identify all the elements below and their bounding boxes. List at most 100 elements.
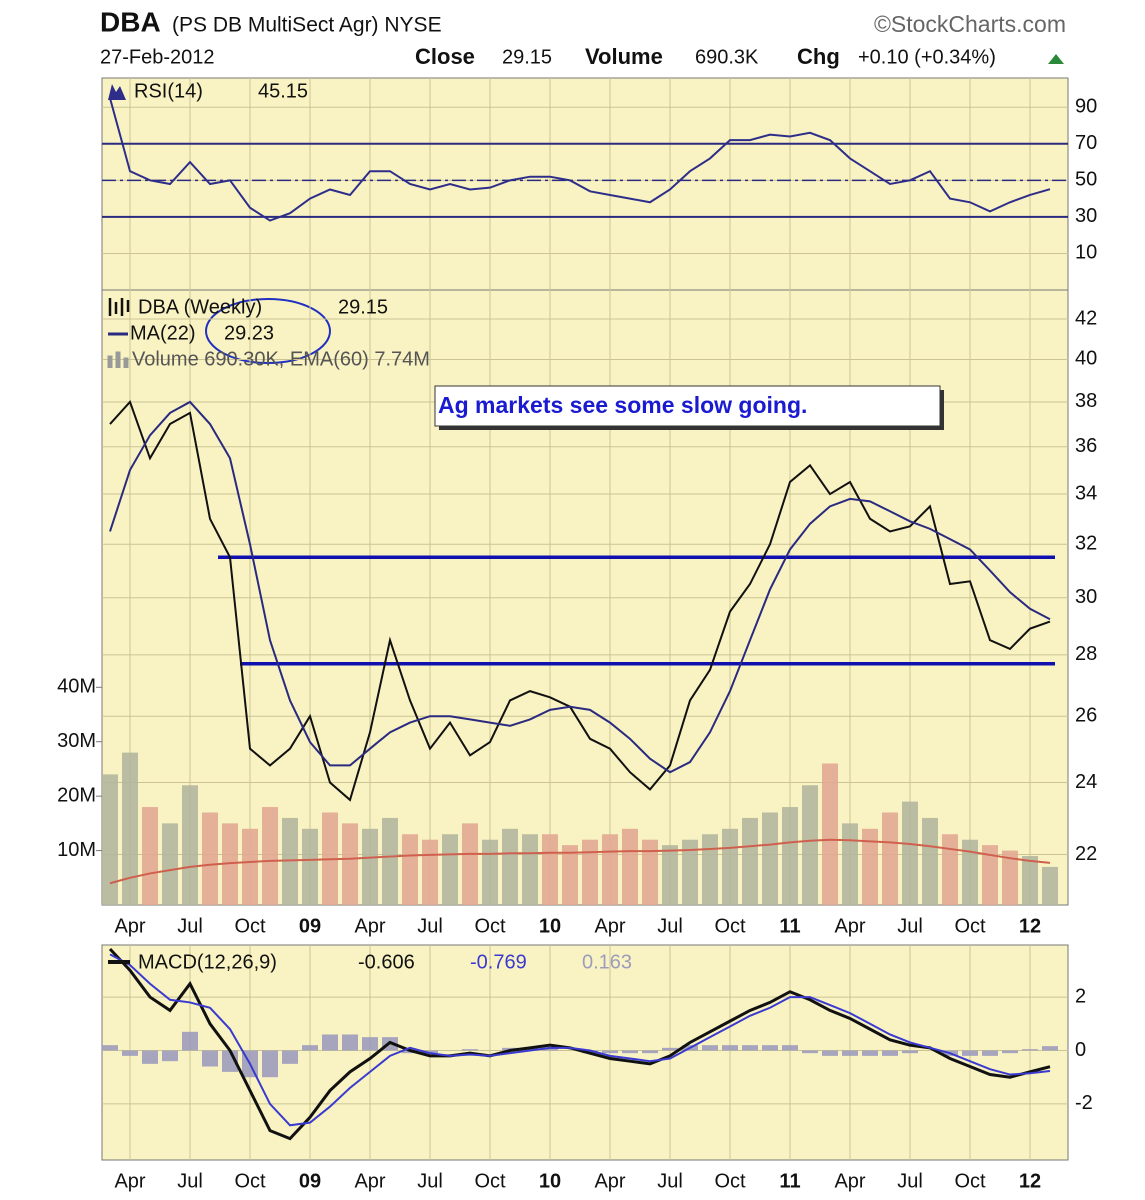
x-tick-label: Jul bbox=[177, 915, 203, 937]
y-tick-label: 38 bbox=[1075, 390, 1097, 412]
symbol: DBA bbox=[100, 6, 161, 37]
x-tick-label: Jul bbox=[897, 915, 923, 937]
chg-label: Chg bbox=[797, 44, 840, 69]
x-tick-label: 12 bbox=[1019, 915, 1041, 937]
bar bbox=[302, 1045, 318, 1051]
bar bbox=[642, 839, 658, 905]
bar bbox=[902, 1050, 918, 1054]
bar bbox=[462, 1049, 478, 1051]
bar bbox=[1022, 1049, 1038, 1051]
highlight-ellipse bbox=[205, 298, 331, 364]
y-tick-label: 30 bbox=[1075, 586, 1097, 608]
y-tick-label: 30M bbox=[57, 730, 96, 752]
bar bbox=[622, 1050, 638, 1054]
bar bbox=[482, 839, 498, 905]
x-tick-label: Apr bbox=[594, 1170, 625, 1192]
bar bbox=[142, 1050, 158, 1064]
bar bbox=[1022, 856, 1038, 905]
volume: 690.3K bbox=[695, 46, 759, 68]
description: (PS DB MultiSect Agr) NYSE bbox=[172, 14, 442, 37]
bar bbox=[442, 834, 458, 905]
x-tick-label: Jul bbox=[417, 1170, 443, 1192]
legend-value: -0.769 bbox=[470, 951, 527, 973]
x-tick-label: Apr bbox=[834, 915, 865, 937]
close-label: Close bbox=[415, 44, 475, 69]
bar bbox=[562, 845, 578, 905]
bar bbox=[842, 823, 858, 905]
bar bbox=[862, 1050, 878, 1056]
x-tick-label: Jul bbox=[657, 1170, 683, 1192]
bar bbox=[102, 774, 118, 905]
source: ©StockCharts.com bbox=[874, 11, 1066, 37]
data-line bbox=[109, 838, 1051, 885]
bar bbox=[762, 812, 778, 905]
y-tick-label: 50 bbox=[1075, 169, 1097, 191]
bar bbox=[342, 1034, 358, 1051]
y-tick-label: 10 bbox=[1075, 242, 1097, 264]
x-tick-label: Jul bbox=[897, 1170, 923, 1192]
x-tick-label: 11 bbox=[779, 915, 800, 937]
bar bbox=[802, 785, 818, 905]
y-tick-label: 30 bbox=[1075, 205, 1097, 227]
data-line bbox=[109, 400, 1051, 802]
bar bbox=[262, 807, 278, 905]
volume-label: Volume bbox=[585, 44, 663, 69]
x-tick-label: Jul bbox=[417, 915, 443, 937]
bar bbox=[982, 1050, 998, 1056]
chg: +0.10 (+0.34%) bbox=[858, 46, 996, 68]
bar bbox=[602, 834, 618, 905]
bar bbox=[522, 834, 538, 905]
x-tick-label: Oct bbox=[714, 1170, 746, 1192]
bar bbox=[402, 834, 418, 905]
y-tick-label: 40M bbox=[57, 676, 96, 698]
bar bbox=[742, 1045, 758, 1051]
close: 29.15 bbox=[502, 46, 552, 68]
bar bbox=[162, 1050, 178, 1062]
y-tick-label: 24 bbox=[1075, 771, 1097, 793]
bar bbox=[182, 1031, 198, 1051]
bar bbox=[742, 817, 758, 905]
bar bbox=[202, 1050, 218, 1067]
x-tick-label: 10 bbox=[539, 915, 561, 937]
annotation-box bbox=[434, 385, 941, 427]
bar bbox=[982, 845, 998, 905]
bar bbox=[282, 1050, 298, 1064]
y-tick-label: 36 bbox=[1075, 435, 1097, 457]
x-tick-label: Oct bbox=[954, 1170, 986, 1192]
data-line bbox=[108, 947, 1051, 1141]
bar bbox=[842, 1050, 858, 1056]
bar bbox=[362, 828, 378, 905]
marks-layer bbox=[102, 97, 1058, 1141]
bar bbox=[762, 1045, 778, 1051]
data-line bbox=[109, 400, 1051, 774]
bar bbox=[902, 801, 918, 905]
legend-icon bbox=[107, 351, 129, 368]
bar bbox=[422, 1050, 438, 1054]
bar bbox=[502, 828, 518, 905]
bar bbox=[722, 1045, 738, 1051]
bar bbox=[702, 1045, 718, 1051]
legend-name: MA(22) bbox=[130, 322, 196, 344]
bar bbox=[942, 834, 958, 905]
y-tick-label: -2 bbox=[1075, 1092, 1093, 1114]
bar bbox=[802, 1050, 818, 1054]
bar bbox=[682, 839, 698, 905]
bar bbox=[582, 839, 598, 905]
y-tick-label: 34 bbox=[1075, 482, 1097, 504]
bar bbox=[882, 1050, 898, 1056]
bar bbox=[262, 1050, 278, 1078]
annotation: Ag markets see some slow going. bbox=[438, 392, 807, 418]
bar bbox=[822, 763, 838, 905]
legend-value: -0.606 bbox=[358, 951, 415, 973]
x-tick-label: 09 bbox=[299, 1170, 321, 1192]
label-layer: Apr Jul Oct 09 Apr Jul Oct 10 Apr Jul Oct 11 Apr Jul O… bbox=[57, 80, 1097, 1192]
legend-name: RSI(14) bbox=[134, 80, 203, 102]
x-tick-label: Apr bbox=[354, 1170, 385, 1192]
bar bbox=[462, 823, 478, 905]
legend-name: MACD(12,26,9) bbox=[138, 951, 277, 973]
bar bbox=[642, 1050, 658, 1054]
bar bbox=[222, 823, 238, 905]
legend-value: 45.15 bbox=[258, 80, 308, 102]
